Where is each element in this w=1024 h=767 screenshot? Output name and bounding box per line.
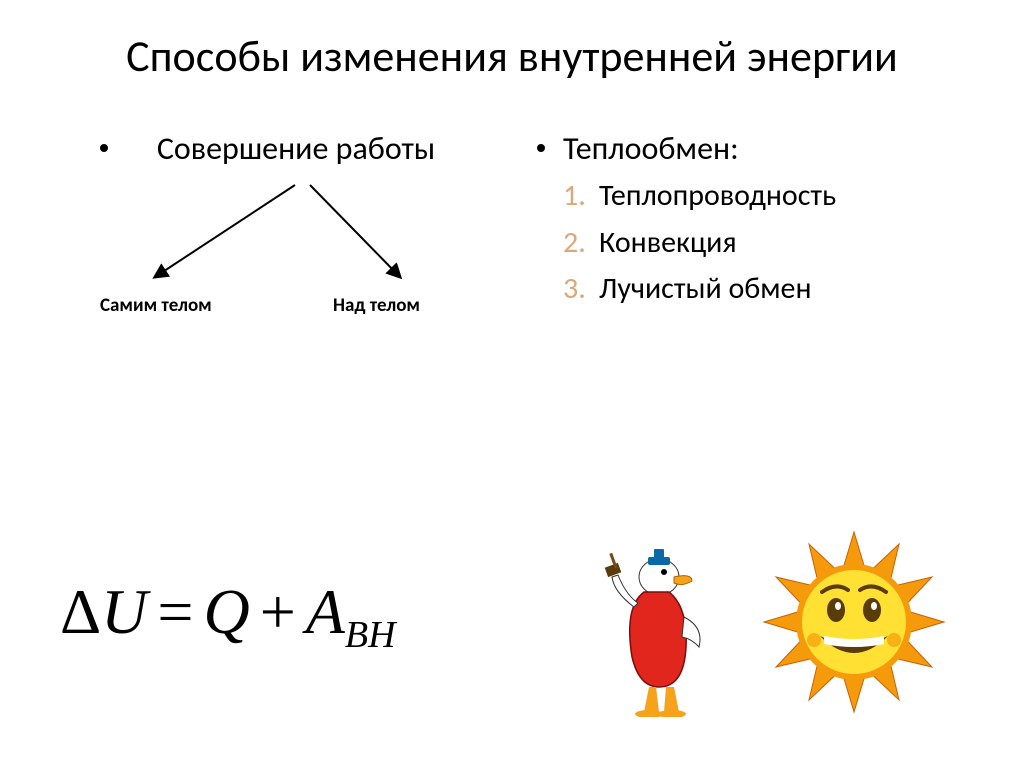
right-column: Теплообмен: Теплопроводность Конвекция Л… [527,128,964,318]
formula-sub: BH [345,613,396,657]
formula-delta: Δ [60,575,101,649]
branching-arrows-icon [100,177,480,297]
arrow-label-right: Над телом [333,294,420,317]
heat-list: Теплопроводность Конвекция Лучистый обме… [537,173,964,313]
bullet-work-text: Совершение работы [126,128,466,170]
list-item: Конвекция [563,220,964,267]
content-columns: Совершение работы Самим телом Над телом … [0,128,1024,318]
list-item: Лучистый обмен [563,266,964,313]
arrow-labels: Самим телом Над телом [100,294,480,317]
bullet-dot-icon [537,144,545,152]
duck-character-icon [604,547,714,717]
formula-U: U [101,575,147,649]
formula-plus: + [260,575,296,649]
arrow-diagram: Самим телом Над телом [100,177,480,317]
bullet-heat: Теплообмен: [537,128,964,170]
sun-icon [754,527,954,717]
list-item: Теплопроводность [563,173,964,220]
formula-eq: = [157,575,193,649]
slide-title: Способы изменения внутренней энергии [0,0,1024,83]
formula-A: A [306,575,345,649]
bullet-heat-text: Теплообмен: [563,128,739,170]
arrow-label-left: Самим телом [100,294,212,317]
left-column: Совершение работы Самим телом Над телом [60,128,527,318]
bullet-dot-icon [100,144,108,152]
formula: ΔU = Q + ABH [60,575,396,649]
formula-Q: Q [203,575,249,649]
illustrations [604,527,954,717]
bullet-work: Совершение работы [100,128,527,170]
